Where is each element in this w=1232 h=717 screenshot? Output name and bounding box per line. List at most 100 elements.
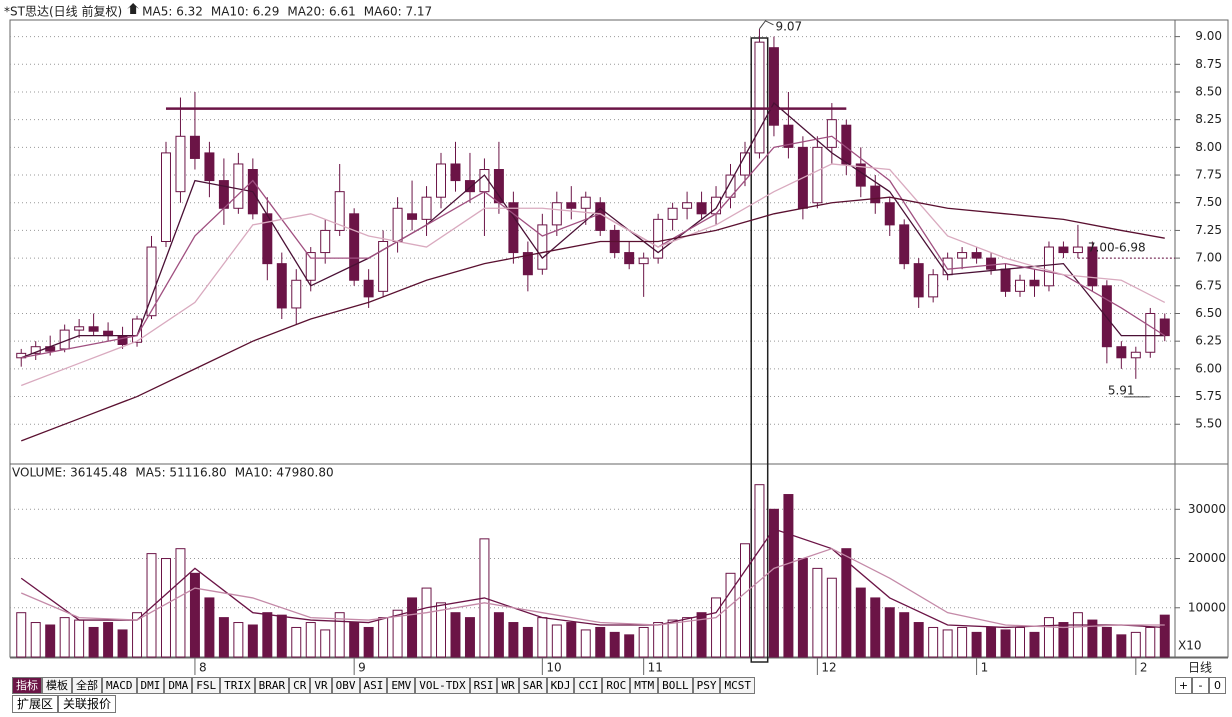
- candle-body: [1058, 246, 1069, 254]
- chart: *ST思达(日线 前复权) VOLUME: 36145.48 X10 日线 MA…: [4, 3, 1229, 675]
- indicator-tab[interactable]: 全部: [72, 677, 102, 694]
- candle-body: [233, 163, 244, 209]
- indicator-tab[interactable]: ROC: [602, 677, 631, 694]
- y-tick-label: 8.50: [1195, 84, 1222, 98]
- volume-bar: [493, 612, 504, 658]
- candle-body: [1130, 351, 1141, 359]
- volume-bar: [1043, 617, 1054, 658]
- volume-bar: [421, 587, 432, 658]
- volume-bar: [450, 612, 461, 658]
- candle-body: [899, 224, 910, 265]
- indicator-tab[interactable]: MTM: [630, 677, 659, 694]
- zoom-button[interactable]: -: [1192, 677, 1209, 694]
- indicator-tab[interactable]: VOL-TDX: [415, 677, 470, 694]
- indicator-tab[interactable]: BRAR: [254, 677, 290, 694]
- candle-body: [551, 202, 562, 226]
- volume-bar: [161, 558, 171, 658]
- candle-body: [262, 213, 273, 265]
- indicator-tab[interactable]: CR: [289, 677, 311, 694]
- volume-bar: [1072, 612, 1083, 658]
- volume-bar: [262, 612, 273, 658]
- y-tick-label: 7.25: [1195, 223, 1222, 237]
- candle-body: [1043, 246, 1054, 287]
- volume-bar: [276, 614, 287, 658]
- x-tick-label: 2: [1140, 661, 1148, 675]
- volume-bar: [1087, 619, 1098, 658]
- volume-bar: [595, 626, 606, 658]
- volume-bar: [189, 572, 200, 658]
- candle-body: [580, 196, 591, 209]
- candle-body: [537, 224, 548, 270]
- candle-body: [218, 180, 229, 209]
- bottom-tabs: 扩展区 关联报价: [12, 695, 117, 713]
- volume-bar: [334, 612, 345, 658]
- indicator-tab[interactable]: SAR: [518, 677, 547, 694]
- ma-line: [20, 528, 1165, 629]
- indicator-tab[interactable]: 指标: [12, 677, 42, 694]
- candle-body: [595, 202, 606, 231]
- indicator-tab[interactable]: PSY: [692, 677, 721, 694]
- volume-bar: [30, 622, 41, 658]
- indicator-tab[interactable]: DMA: [164, 677, 193, 694]
- volume-bar: [45, 624, 56, 658]
- volume-bar: [725, 572, 736, 658]
- candle-body: [667, 207, 678, 220]
- indicator-tab[interactable]: MCST: [720, 677, 755, 694]
- indicator-tab[interactable]: DMI: [136, 677, 165, 694]
- indicator-tab[interactable]: CCI: [574, 677, 603, 694]
- candle-body: [508, 202, 519, 254]
- candle-body: [957, 252, 968, 259]
- indicator-tab[interactable]: ASI: [359, 677, 388, 694]
- indicator-tab[interactable]: WR: [497, 677, 519, 694]
- candle-body: [305, 252, 316, 281]
- indicator-tab[interactable]: 模板: [42, 677, 72, 694]
- volume-bar: [1029, 631, 1040, 658]
- candle-body: [378, 241, 389, 292]
- arrow-icon: [127, 3, 140, 14]
- candle-body: [132, 318, 143, 343]
- period-label: 日线: [1188, 661, 1212, 675]
- x-tick-label: 8: [199, 661, 207, 675]
- candle-body: [1072, 246, 1083, 254]
- zoom-button[interactable]: 0: [1209, 677, 1226, 694]
- y2-tick-label: 30000: [1188, 502, 1226, 516]
- indicator-tab[interactable]: KDJ: [546, 677, 575, 694]
- ma-line: [21, 163, 1166, 387]
- volume-bar: [363, 626, 374, 658]
- volume-bar: [740, 543, 750, 658]
- indicator-tab[interactable]: FSL: [192, 677, 221, 694]
- x-tick-label: 1: [981, 661, 989, 675]
- candle-body: [1000, 268, 1011, 292]
- volume-bar: [508, 622, 519, 658]
- indicator-tab[interactable]: BOLL: [658, 677, 693, 694]
- indicator-tab[interactable]: EMV: [387, 677, 416, 694]
- indicator-tab[interactable]: TRIX: [220, 677, 255, 694]
- x-tick-label: 11: [648, 661, 663, 675]
- volume-bar: [218, 617, 229, 658]
- candle-body: [407, 213, 418, 220]
- zoom-button[interactable]: +: [1175, 677, 1192, 694]
- volume-bar: [682, 617, 693, 658]
- volume-bar: [522, 626, 533, 658]
- candle-body: [349, 213, 360, 281]
- volume-ma-legend: MA10: 47980.80: [235, 466, 334, 480]
- bottom-tab[interactable]: 扩展区: [12, 695, 59, 713]
- indicator-tab[interactable]: MACD: [102, 677, 137, 694]
- volume-bar: [797, 558, 808, 658]
- candle-body: [175, 135, 186, 193]
- bottom-tab[interactable]: 关联报价: [58, 695, 117, 713]
- volume-bar: [175, 548, 186, 658]
- candle-body: [624, 252, 635, 265]
- y2-tick-label: 10000: [1188, 600, 1226, 614]
- volume-bar: [783, 494, 794, 658]
- indicator-tab[interactable]: OBV: [331, 677, 360, 694]
- y-tick-label: 5.50: [1195, 417, 1222, 431]
- candle-body: [1087, 246, 1098, 287]
- indicator-tab[interactable]: RSI: [469, 677, 498, 694]
- indicator-tab[interactable]: VR: [310, 677, 332, 694]
- ma-legend: MA20: 6.61: [287, 5, 355, 19]
- candle-body: [291, 279, 302, 309]
- volume-bar: [436, 602, 446, 658]
- candle-body: [986, 257, 997, 270]
- candle-body: [320, 229, 331, 254]
